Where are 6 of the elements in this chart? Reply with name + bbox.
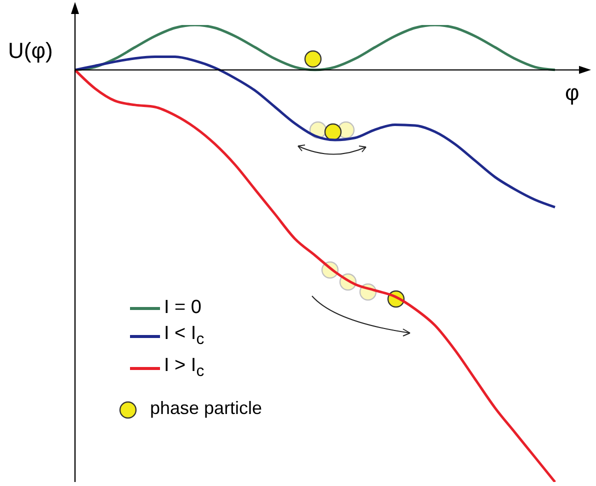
legend-label: I < I$_{c}$ xyxy=(164,322,204,350)
y-axis-title: U(φ) xyxy=(8,38,53,64)
legend-label: I > I$_{c}$ xyxy=(164,354,204,382)
legend-label: I = 0 xyxy=(164,296,202,320)
x-axis-title: φ xyxy=(565,80,580,106)
annotation: phase particle xyxy=(150,398,262,418)
